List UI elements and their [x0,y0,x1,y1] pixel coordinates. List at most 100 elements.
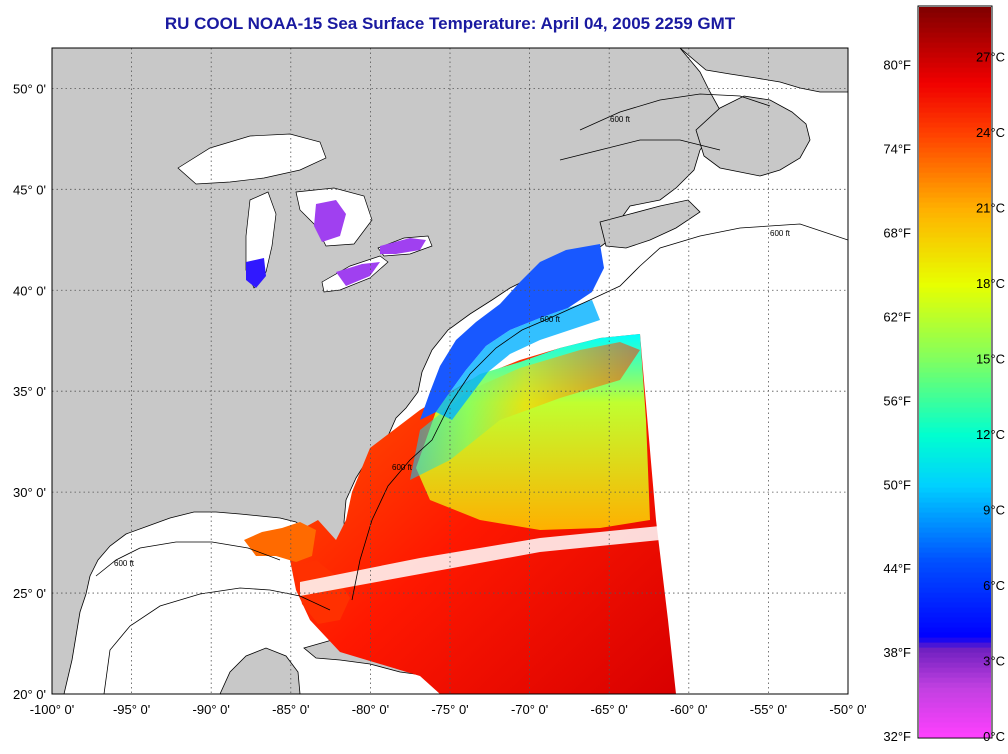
colorbar-segment [919,312,991,318]
colorbar-segment [919,682,991,688]
colorbar-segment [919,502,991,508]
colorbar-segment [919,377,991,383]
colorbar-fahrenheit-label: 50°F [883,477,911,492]
lon-tick-label: -65° 0' [591,702,628,717]
colorbar-fahrenheit-label: 38°F [883,645,911,660]
colorbar-segment [919,452,991,458]
lon-tick-label: -55° 0' [750,702,787,717]
colorbar-segment [919,382,991,388]
colorbar-segment [919,537,991,543]
colorbar-segment [919,522,991,528]
colorbar-segment [919,267,991,273]
colorbar-segment [919,507,991,513]
colorbar-segment [919,487,991,493]
colorbar-fahrenheit-label: 56°F [883,393,911,408]
contour-label: 600 ft [392,463,413,472]
colorbar-segment [919,97,991,103]
lat-tick-label: 35° 0' [13,384,46,399]
lon-tick-label: -60° 0' [670,702,707,717]
colorbar-segment [919,132,991,138]
colorbar-segment [919,292,991,298]
map-content [52,48,848,694]
colorbar-segment [919,497,991,503]
colorbar-segment [919,647,991,653]
colorbar-segment [919,652,991,658]
colorbar-segment [919,657,991,663]
colorbar-segment [919,547,991,553]
colorbar-segment [919,457,991,463]
colorbar-segment [919,202,991,208]
colorbar-segment [919,107,991,113]
colorbar-segment [919,582,991,588]
colorbar-segment [919,287,991,293]
lat-tick-label: 45° 0' [13,182,46,197]
colorbar-segment [919,607,991,613]
colorbar: 27°C 24°C 21°C 18°C 15°C 12°C 9°C 6°C 3°C 0°C 80°F… [883,5,1005,744]
colorbar-segment [919,342,991,348]
colorbar-segment [919,567,991,573]
colorbar-celsius-label: 15°C [976,351,1005,366]
colorbar-segment [919,167,991,173]
lon-tick-label: -80° 0' [352,702,389,717]
colorbar-segment [919,57,991,63]
colorbar-segment [919,577,991,583]
colorbar-segment [919,252,991,258]
colorbar-segment [919,697,991,703]
colorbar-segment [919,412,991,418]
colorbar-segment [919,392,991,398]
colorbar-celsius-label: 27°C [976,49,1005,64]
colorbar-segment [919,417,991,423]
contour-label: 600 ft [770,229,791,238]
contour-600ft [95,541,281,577]
colorbar-segment [919,482,991,488]
colorbar-segment [919,552,991,558]
colorbar-segment [919,337,991,343]
colorbar-segment [919,157,991,163]
colorbar-segment [919,357,991,363]
colorbar-segment [919,62,991,68]
colorbar-celsius-label: 18°C [976,276,1005,291]
colorbar-segment [919,442,991,448]
colorbar-segment [919,722,991,728]
colorbar-segment [919,192,991,198]
colorbar-segment [919,282,991,288]
colorbar-segment [919,732,991,738]
colorbar-segment [919,7,991,13]
contour-600ft [103,587,331,694]
colorbar-segment [919,52,991,58]
colorbar-segment [919,37,991,43]
lon-tick-label: -70° 0' [511,702,548,717]
colorbar-segment [919,262,991,268]
colorbar-segment [919,112,991,118]
colorbar-segment [919,367,991,373]
colorbar-segment [919,182,991,188]
colorbar-segment [919,277,991,283]
colorbar-segment [919,702,991,708]
colorbar-segment [919,587,991,593]
colorbar-segment [919,667,991,673]
colorbar-segment [919,542,991,548]
colorbar-segment [919,557,991,563]
colorbar-segment [919,562,991,568]
colorbar-segment [919,332,991,338]
contour-label: 600 ft [610,115,631,124]
colorbar-segment [919,637,991,643]
colorbar-segment [919,717,991,723]
colorbar-segment [919,592,991,598]
colorbar-segment [919,147,991,153]
colorbar-segment [919,422,991,428]
colorbar-segment [919,77,991,83]
colorbar-segment [919,727,991,733]
colorbar-segment [919,197,991,203]
lon-tick-label: -85° 0' [272,702,309,717]
colorbar-segment [919,432,991,438]
colorbar-segment [919,22,991,28]
chart-title: RU COOL NOAA-15 Sea Surface Temperature:… [164,14,736,33]
colorbar-segment [919,677,991,683]
colorbar-segment [919,227,991,233]
colorbar-segment [919,362,991,368]
lat-tick-label: 40° 0' [13,283,46,298]
sst-cold-shelf [420,244,604,420]
colorbar-labels: 27°C 24°C 21°C 18°C 15°C 12°C 9°C 6°C 3°C 0°C 80°F… [883,49,1005,744]
colorbar-segment [919,42,991,48]
